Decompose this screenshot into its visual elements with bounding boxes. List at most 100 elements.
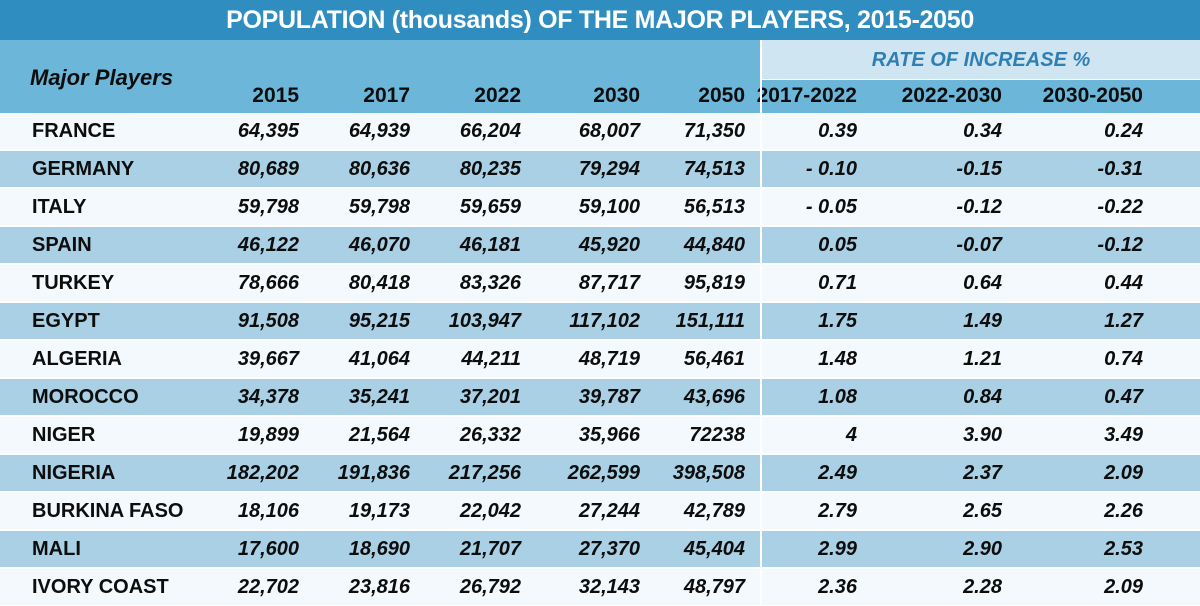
country-name: NIGERIA (32, 462, 116, 484)
column-divider (760, 40, 762, 604)
population-cell: 262,599 (567, 462, 640, 484)
population-cell: 80,636 (348, 158, 410, 180)
rate-cell: 0.84 (963, 386, 1002, 408)
table-row: GERMANY 80,689 80,636 80,235 79,294 74,513 - 0… (0, 151, 1200, 188)
table-row: TURKEY 78,666 80,418 83,326 87,717 95,819 0.71… (0, 265, 1200, 302)
population-cell: 83,326 (459, 272, 521, 294)
population-cell: 46,122 (237, 234, 299, 256)
population-cell: 59,100 (578, 196, 640, 218)
population-cell: 35,966 (578, 424, 640, 446)
rate-cell: -0.12 (1097, 234, 1143, 256)
population-cell: 44,211 (461, 348, 521, 370)
country-name: IVORY COAST (32, 576, 169, 598)
table-title: POPULATION (thousands) OF THE MAJOR PLAY… (0, 0, 1200, 40)
table-row: NIGER 19,899 21,564 26,332 35,966 72238 4 3.90 3… (0, 417, 1200, 454)
population-cell: 46,181 (459, 234, 521, 256)
population-cell: 18,106 (237, 500, 299, 522)
rate-cell: -0.15 (956, 158, 1002, 180)
country-name: NIGER (32, 424, 96, 446)
population-cell: 19,173 (348, 500, 410, 522)
column-header: 2017-2022 (756, 84, 857, 107)
population-cell: 21,564 (348, 424, 410, 446)
column-header: 2050 (698, 84, 745, 107)
rate-header: RATE OF INCREASE % (762, 40, 1200, 80)
population-cell: 17,600 (237, 538, 299, 560)
rate-cell: -0.31 (1097, 158, 1143, 180)
column-header: 2022 (474, 84, 521, 107)
row-header: Major Players (30, 65, 174, 90)
population-cell: 23,816 (348, 576, 410, 598)
population-cell: 151,111 (675, 310, 745, 332)
population-cell: 39,667 (237, 348, 299, 370)
column-header: 2030-2050 (1042, 84, 1143, 107)
population-cell: 26,332 (459, 424, 521, 446)
population-cell: 182,202 (226, 462, 299, 484)
population-cell: 44,840 (683, 234, 745, 256)
population-cell: 59,659 (459, 196, 521, 218)
table-row: NIGERIA 182,202 191,836 217,256 262,599 398,5… (0, 455, 1200, 492)
population-cell: 21,707 (459, 538, 521, 560)
table-row: MOROCCO 34,378 35,241 37,201 39,787 43,696 1.0… (0, 379, 1200, 416)
rate-cell: 2.37 (963, 462, 1002, 484)
rate-cell: 0.39 (818, 120, 857, 142)
country-name: FRANCE (32, 120, 116, 142)
population-cell: 117,102 (569, 310, 640, 332)
rate-cell: 1.49 (963, 310, 1002, 332)
population-cell: 37,201 (459, 386, 521, 408)
country-name: SPAIN (32, 234, 92, 256)
table-row: IVORY COAST 22,702 23,816 26,792 32,143 48,79… (0, 569, 1200, 606)
population-cell: 64,939 (348, 120, 410, 142)
population-cell: 398,508 (672, 462, 745, 484)
population-cell: 32,143 (578, 576, 640, 598)
rate-cell: 2.99 (818, 538, 857, 560)
population-cell: 34,378 (237, 386, 299, 408)
population-cell: 95,215 (348, 310, 410, 332)
rate-cell: 3.90 (963, 424, 1002, 446)
population-cell: 22,702 (237, 576, 299, 598)
rate-cell: - 0.05 (805, 196, 857, 218)
rate-cell: 2.79 (818, 500, 857, 522)
population-cell: 80,235 (459, 158, 521, 180)
population-cell: 64,395 (237, 120, 299, 142)
country-name: ITALY (32, 196, 87, 218)
population-cell: 48,719 (578, 348, 640, 370)
rate-cell: - 0.10 (805, 158, 857, 180)
population-cell: 39,787 (578, 386, 640, 408)
population-cell: 72238 (689, 424, 745, 446)
country-name: MALI (32, 538, 81, 560)
country-name: TURKEY (32, 272, 115, 294)
population-cell: 74,513 (683, 158, 745, 180)
country-name: GERMANY (32, 158, 135, 180)
header-band-left (0, 40, 762, 113)
rate-cell: 2.36 (818, 576, 857, 598)
rate-cell: 2.09 (1104, 576, 1143, 598)
population-cell: 18,690 (348, 538, 410, 560)
population-cell: 59,798 (348, 196, 410, 218)
population-cell: 45,920 (578, 234, 640, 256)
population-cell: 42,789 (683, 500, 745, 522)
population-cell: 43,696 (683, 386, 745, 408)
population-cell: 46,070 (348, 234, 410, 256)
rate-cell: -0.22 (1097, 196, 1143, 218)
rate-cell: 1.75 (818, 310, 857, 332)
header-divider (762, 79, 1200, 80)
population-cell: 35,241 (348, 386, 410, 408)
rate-cell: 0.24 (1104, 120, 1143, 142)
column-header: 2015 (252, 84, 299, 107)
population-cell: 45,404 (683, 538, 745, 560)
population-cell: 87,717 (578, 272, 640, 294)
population-cell: 78,666 (237, 272, 299, 294)
rate-cell: 2.09 (1104, 462, 1143, 484)
rate-cell: 4 (845, 424, 857, 446)
table-row: FRANCE 64,395 64,939 66,204 68,007 71,350 0.39… (0, 113, 1200, 150)
population-cell: 48,797 (683, 576, 745, 598)
rate-cell: -0.12 (956, 196, 1002, 218)
table-row: ITALY 59,798 59,798 59,659 59,100 56,513 - 0.0… (0, 189, 1200, 226)
header-band-right (762, 80, 1200, 113)
rate-cell: 0.34 (963, 120, 1002, 142)
rate-cell: 2.49 (818, 462, 857, 484)
rate-cell: 0.74 (1104, 348, 1143, 370)
rate-cell: 1.48 (818, 348, 857, 370)
population-cell: 80,689 (237, 158, 299, 180)
